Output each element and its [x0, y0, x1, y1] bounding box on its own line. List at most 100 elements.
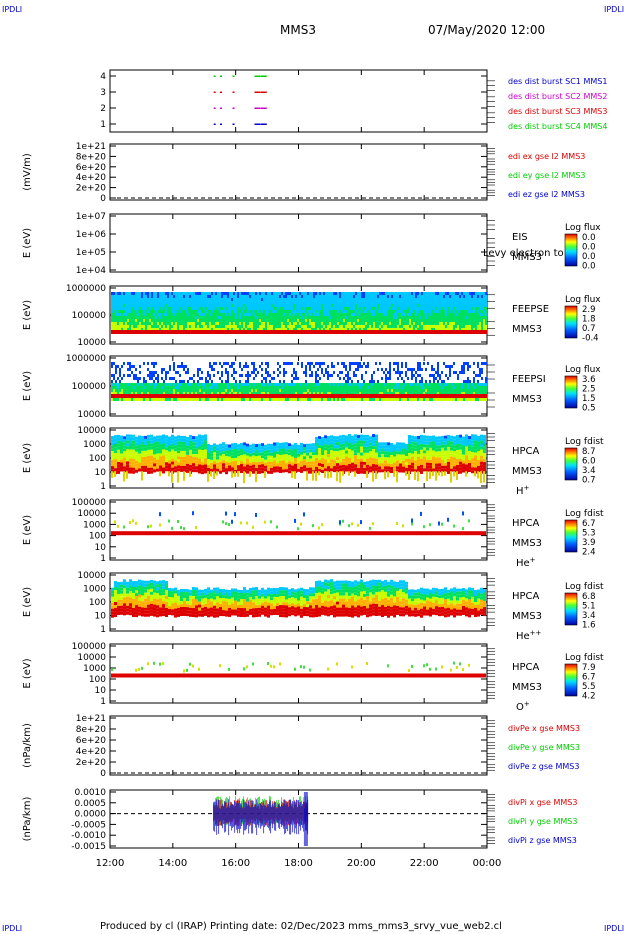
spec-cell: [139, 377, 141, 380]
spec-cell: [467, 295, 469, 298]
spec-cell: [411, 394, 413, 398]
spec-cell: [399, 374, 401, 377]
spec-cell: [119, 295, 121, 298]
spec-cell: [477, 328, 479, 331]
spec-cell: [199, 307, 201, 310]
spec-cell: [443, 292, 445, 295]
spec-cell: [401, 330, 403, 334]
spec-cell: [243, 301, 245, 304]
burst-mark: [232, 91, 235, 93]
spec-cell: [281, 295, 283, 298]
colorbar: [564, 233, 578, 267]
spec-cell: [299, 307, 301, 310]
spec-cell: [477, 394, 479, 398]
spec-cell: [171, 298, 173, 301]
spec-cell: [157, 295, 159, 298]
spec-cell: [239, 330, 241, 334]
spec-cell: [313, 298, 315, 301]
spec-cell: [239, 310, 241, 313]
spec-cell: [243, 383, 245, 386]
spec-cell: [309, 368, 311, 371]
spec-cell: [111, 295, 113, 298]
spec-cell: [445, 298, 447, 301]
spec-cell: [445, 322, 447, 325]
spec-cell: [114, 444, 117, 448]
spec-cell: [261, 368, 263, 371]
spec-cell: [315, 316, 317, 319]
spec-cell: [437, 310, 439, 313]
spec-cell: [435, 316, 437, 319]
spec-cell: [357, 328, 359, 331]
spec-cell: [241, 389, 243, 392]
spec-cell: [481, 292, 483, 295]
spec-cell: [439, 304, 441, 307]
spec-cell: [179, 301, 181, 304]
spec-cell: [331, 386, 333, 389]
spec-cell: [415, 371, 417, 374]
spec-cell: [126, 449, 129, 453]
spec-cell: [443, 298, 445, 301]
spec-cell: [261, 392, 263, 395]
spec-cell: [469, 394, 471, 398]
spec-cell: [465, 325, 467, 328]
spec-cell: [351, 392, 353, 395]
spec-cell: [151, 330, 153, 334]
spec-cell: [133, 386, 135, 389]
spec-cell: [327, 371, 329, 374]
spec-cell: [379, 307, 381, 310]
spec-cell: [337, 398, 339, 401]
spec-cell: [383, 330, 385, 334]
spec-cell: [383, 307, 385, 310]
spec-cell: [449, 295, 451, 298]
spec-cell: [349, 392, 351, 395]
spec-cell: [387, 398, 389, 401]
spec-cell: [469, 313, 471, 316]
spec-cell: [293, 368, 295, 371]
spec-cell: [135, 310, 137, 313]
spec-cell: [411, 325, 413, 328]
spec-cell: [131, 313, 133, 316]
spec-cell: [389, 316, 391, 319]
spec-cell: [463, 328, 465, 331]
spec-cell: [227, 328, 229, 331]
spec-cell: [177, 386, 179, 389]
spec-cell: [131, 389, 133, 392]
spec-cell: [285, 362, 287, 365]
spec-cell: [291, 319, 293, 322]
spec-cell: [169, 398, 171, 401]
spec-cell: [269, 310, 271, 313]
spec-cell: [237, 310, 239, 313]
spec-cell: [223, 330, 225, 334]
spec-cell: [193, 394, 195, 398]
spec-cell: [401, 371, 403, 374]
spec-cell: [309, 389, 311, 392]
spec-cell: [175, 380, 177, 383]
spec-cell: [135, 377, 137, 380]
spec-cell: [237, 330, 239, 334]
spec-cell: [369, 392, 371, 395]
spec-cell: [261, 386, 263, 389]
spec-cell: [113, 301, 115, 304]
spec-cell: [387, 383, 389, 386]
spec-cell: [403, 301, 405, 304]
spec-cell: [333, 398, 335, 401]
spec-cell: [449, 298, 451, 301]
spec-cell: [233, 383, 235, 386]
spec-cell: [471, 322, 473, 325]
spec-cell: [161, 319, 163, 322]
spec-cell: [129, 470, 132, 474]
spec-cell: [114, 435, 117, 439]
spec-cell: [177, 313, 179, 316]
spec-cell: [405, 307, 407, 310]
spec-cell: [131, 304, 133, 307]
spec-cell: [277, 310, 279, 313]
spec-cell: [143, 310, 145, 313]
spec-cell: [371, 304, 373, 307]
spec-cell: [463, 316, 465, 319]
spec-cell: [111, 466, 114, 470]
spec-cell: [285, 386, 287, 389]
spec-cell: [459, 398, 461, 401]
spec-cell: [329, 304, 331, 307]
spec-cell: [383, 394, 385, 398]
spec-cell: [115, 380, 117, 383]
